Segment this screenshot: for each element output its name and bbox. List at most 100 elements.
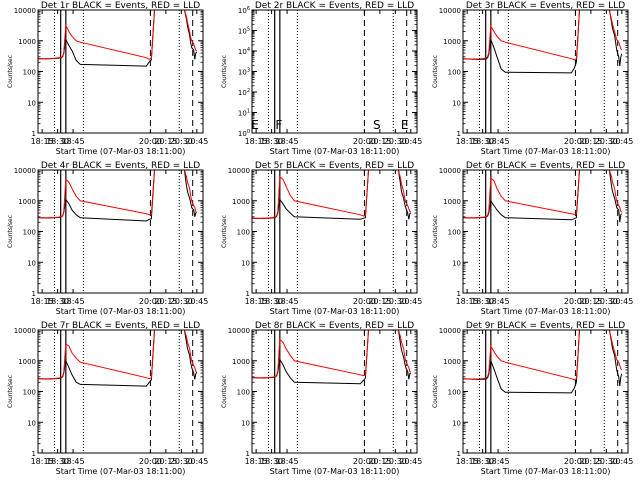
plot-title: Det 6r BLACK = Events, RED = LLD (466, 161, 625, 171)
y-tick-exponent: 6 (247, 6, 250, 12)
plot-title: Det 5r BLACK = Events, RED = LLD (255, 161, 414, 171)
x-axis-label: Start Time (07-Mar-03 18:11:00) (481, 307, 611, 316)
plot-frame (251, 329, 418, 454)
x-tick-label: 18:15 (456, 137, 479, 146)
y-tick-label: 1000 (232, 198, 250, 206)
x-tick-label: 18:15 (31, 297, 54, 306)
y-axis-label: Counts/sec (432, 375, 439, 408)
plot-title: Det 8r BLACK = Events, RED = LLD (255, 321, 414, 331)
detector-panel-8: Det 8r BLACK = Events, RED = LLD Counts/s… (221, 321, 422, 476)
x-tick-label: 20:15 (368, 457, 391, 466)
y-tick-label: 100 (237, 389, 250, 397)
detector-panel-5: Det 5r BLACK = Events, RED = LLD Counts/s… (221, 161, 422, 316)
y-tick-label: 101 (238, 109, 250, 118)
series-line-events (38, 10, 198, 67)
x-tick-label: 18:45 (487, 297, 510, 306)
detector-panel-9: Det 9r BLACK = Events, RED = LLD Counts/s… (432, 321, 633, 476)
x-tick-label: 20:45 (610, 137, 633, 146)
y-tick-label: 10000 (14, 327, 36, 335)
x-tick-label: 18:45 (276, 297, 299, 306)
y-tick-label: 10 (241, 419, 250, 427)
x-tick-label: 20:15 (154, 457, 177, 466)
y-tick-label: 100 (237, 229, 250, 237)
y-tick-label: 103 (238, 68, 250, 77)
y-tick-label: 106 (238, 6, 250, 15)
x-tick-label: 20:00 (353, 457, 376, 466)
x-axis-label: Start Time (07-Mar-03 18:11:00) (56, 147, 186, 156)
x-tick-label: 20:00 (564, 297, 587, 306)
x-tick-label: 18:45 (276, 457, 299, 466)
annotation-letter: S (373, 118, 381, 132)
series-line-lld (463, 10, 623, 61)
y-tick-label: 100 (448, 229, 461, 237)
series-line-lld (463, 170, 623, 219)
y-tick-label: 1000 (443, 38, 461, 46)
y-axis-label: Counts/sec (7, 215, 14, 248)
x-tick-label: 20:30 (170, 297, 193, 306)
y-tick-label: 104 (238, 47, 250, 56)
x-tick-label: 18:30 (260, 457, 283, 466)
y-tick-label: 10 (452, 419, 461, 427)
plot-frame (462, 329, 629, 454)
plot-frame (462, 169, 629, 294)
x-tick-label: 18:30 (260, 137, 283, 146)
y-tick-label: 1 (32, 450, 36, 458)
x-tick-label: 18:15 (245, 297, 268, 306)
plot-frame (37, 9, 204, 134)
y-axis-label: Counts/sec (221, 375, 228, 408)
x-tick-label: 18:15 (456, 297, 479, 306)
y-tick-label: 1 (457, 130, 461, 138)
y-tick-label: 1000 (18, 358, 36, 366)
y-tick-label: 1000 (18, 198, 36, 206)
y-tick-label: 1 (246, 290, 250, 298)
series-line-events (38, 330, 198, 387)
y-tick-label: 1 (457, 450, 461, 458)
y-tick-label: 100 (23, 389, 36, 397)
y-tick-label: 1000 (18, 38, 36, 46)
x-tick-label: 20:00 (139, 137, 162, 146)
detector-panel-4: Det 4r BLACK = Events, RED = LLD Counts/s… (7, 161, 208, 316)
x-tick-label: 20:15 (154, 137, 177, 146)
x-tick-label: 20:45 (399, 457, 422, 466)
y-tick-exponent: 4 (247, 47, 250, 53)
x-tick-label: 20:45 (185, 457, 208, 466)
x-tick-label: 20:30 (595, 457, 618, 466)
plot-frame (462, 9, 629, 134)
x-tick-label: 18:45 (62, 137, 85, 146)
detector-panel-2: Det 2r BLACK = Events, RED = LLD Counts/s… (221, 1, 422, 156)
x-tick-label: 20:45 (610, 297, 633, 306)
series-line-events (463, 170, 623, 223)
y-tick-label: 105 (238, 27, 250, 36)
y-tick-label: 1000 (232, 358, 250, 366)
y-tick-label: 10000 (14, 7, 36, 15)
y-tick-label: 10000 (228, 167, 250, 175)
x-axis-label: Start Time (07-Mar-03 18:11:00) (270, 147, 400, 156)
y-tick-label: 10 (452, 99, 461, 107)
x-tick-label: 18:45 (487, 137, 510, 146)
x-tick-label: 20:45 (610, 457, 633, 466)
y-tick-label: 10000 (228, 327, 250, 335)
x-tick-label: 20:00 (139, 297, 162, 306)
y-axis-label: Counts/sec (221, 55, 228, 88)
x-tick-label: 18:30 (46, 457, 69, 466)
series-line-events (38, 170, 198, 222)
x-axis-label: Start Time (07-Mar-03 18:11:00) (270, 307, 400, 316)
x-tick-label: 20:30 (384, 297, 407, 306)
x-tick-label: 20:30 (170, 457, 193, 466)
series-line-lld (38, 10, 198, 60)
plot-frame (37, 169, 204, 294)
y-tick-label: 10 (27, 419, 36, 427)
y-tick-exponent: 5 (247, 27, 250, 33)
x-tick-label: 20:15 (368, 137, 391, 146)
y-tick-label: 10 (452, 259, 461, 267)
x-tick-label: 20:00 (353, 297, 376, 306)
series-line-events (252, 330, 412, 385)
y-tick-label: 10000 (439, 327, 461, 335)
x-tick-label: 18:15 (31, 457, 54, 466)
x-tick-label: 20:00 (564, 137, 587, 146)
x-axis-label: Start Time (07-Mar-03 18:11:00) (56, 307, 186, 316)
series-line-lld (252, 330, 412, 379)
y-tick-label: 100 (23, 69, 36, 77)
y-tick-label: 1000 (443, 358, 461, 366)
y-tick-label: 102 (238, 88, 250, 97)
